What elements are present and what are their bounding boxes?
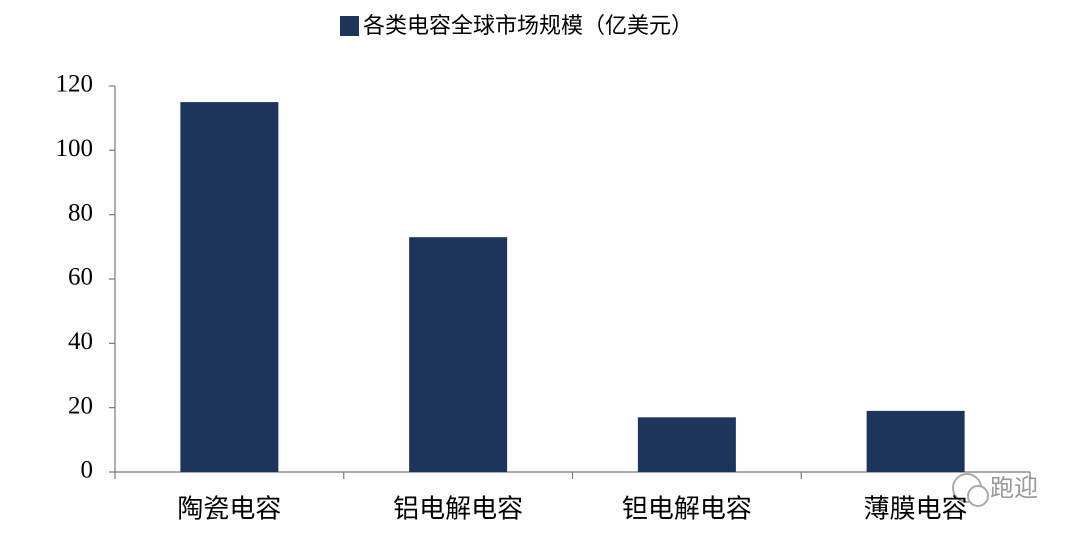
x-tick-label: 铝电解电容 (393, 495, 523, 525)
watermark-icon (967, 485, 989, 507)
y-tick-label: 100 (56, 135, 94, 162)
watermark-text: 跑迎 (990, 474, 1038, 502)
y-tick-label: 40 (68, 328, 93, 355)
bar (637, 417, 736, 472)
bar (409, 237, 508, 472)
x-tick-label: 陶瓷电容 (177, 495, 281, 525)
y-tick-label: 80 (68, 199, 93, 226)
y-tick-label: 120 (56, 71, 94, 98)
y-tick-label: 60 (68, 264, 93, 291)
x-tick-label: 钽电解电容 (622, 495, 752, 525)
bar (180, 102, 279, 472)
y-tick-label: 0 (81, 457, 94, 484)
y-tick-label: 20 (68, 392, 93, 419)
bar (866, 410, 965, 472)
legend-swatch (340, 16, 359, 36)
x-tick-label: 薄膜电容 (864, 495, 968, 525)
legend-label: 各类电容全球市场规模（亿美元） (363, 14, 693, 39)
